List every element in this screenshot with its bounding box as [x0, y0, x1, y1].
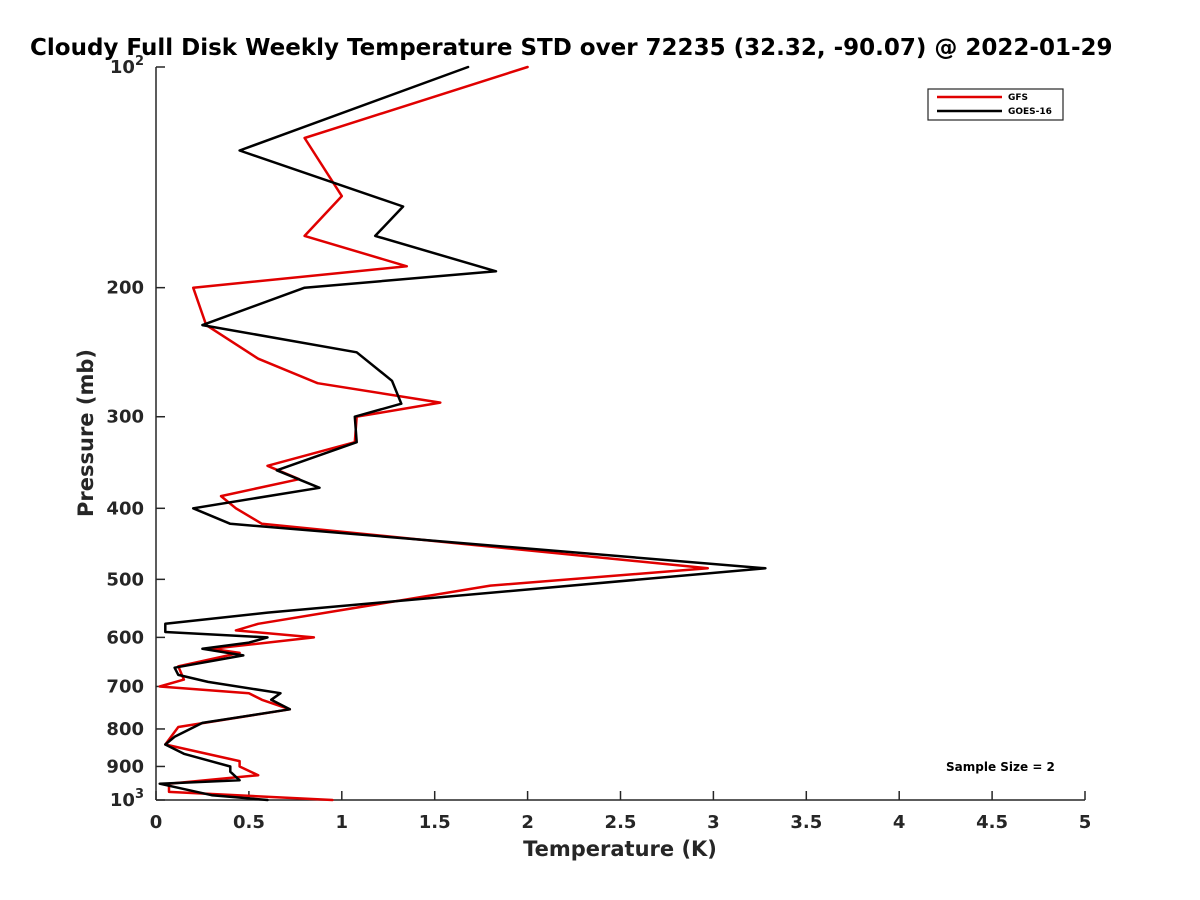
y-tick-label: 800	[106, 719, 144, 740]
y-axis-label: Pressure (mb)	[74, 349, 98, 517]
x-tick-label: 0.5	[233, 812, 265, 833]
y-tick-label-base: 200	[106, 278, 144, 299]
sample-size-annotation: Sample Size = 2	[946, 760, 1055, 774]
y-tick-label-base: 600	[106, 627, 144, 648]
y-tick-label-base: 300	[106, 407, 144, 428]
plot-area	[155, 67, 1085, 801]
y-tick-label-base: 500	[106, 569, 144, 590]
x-tick-label: 3.5	[790, 812, 822, 833]
x-tick-label: 4	[893, 812, 906, 833]
x-tick-label: 2	[521, 812, 534, 833]
y-tick-label-base: 900	[106, 756, 144, 777]
x-tick-label: 1.5	[419, 812, 451, 833]
legend-label-goes16: GOES-16	[1008, 107, 1052, 117]
y-tick-label-base: 10	[110, 790, 135, 811]
y-tick-label: 900	[106, 756, 144, 777]
x-tick-label: 5	[1079, 812, 1092, 833]
y-tick-label: 600	[106, 627, 144, 648]
x-tick-label: 3	[707, 812, 720, 833]
y-tick-label-exponent: 2	[135, 54, 144, 69]
y-tick-label: 400	[106, 498, 144, 519]
x-tick-label: 1	[336, 812, 349, 833]
y-tick-label: 103	[110, 787, 144, 811]
y-tick-label: 300	[106, 407, 144, 428]
x-tick-label: 0	[150, 812, 163, 833]
plot-background	[156, 67, 1085, 800]
x-tick-label: 4.5	[976, 812, 1008, 833]
y-tick-label: 500	[106, 569, 144, 590]
legend-box	[927, 88, 1064, 121]
x-tick-label: 2.5	[605, 812, 637, 833]
y-tick-label: 102	[110, 54, 144, 78]
x-axis-label: Temperature (K)	[523, 837, 717, 861]
legend: GFS GOES-16	[927, 88, 1064, 121]
chart-title: Cloudy Full Disk Weekly Temperature STD …	[30, 35, 1113, 61]
series-line-goes16	[158, 65, 767, 802]
y-tick-label: 200	[106, 278, 144, 299]
x-axis-ticks: 0 0.5 1 1.5 2 2.5 3 3.5 4 4.5 5	[150, 791, 1092, 833]
y-tick-label-base: 400	[106, 498, 144, 519]
legend-label-gfs: GFS	[1008, 93, 1028, 103]
y-tick-label-base: 800	[106, 719, 144, 740]
y-tick-label: 700	[106, 676, 144, 697]
y-tick-label-base: 10	[110, 57, 135, 78]
y-tick-label-exponent: 3	[135, 787, 144, 802]
y-tick-label-base: 700	[106, 676, 144, 697]
series-layer	[158, 65, 767, 802]
